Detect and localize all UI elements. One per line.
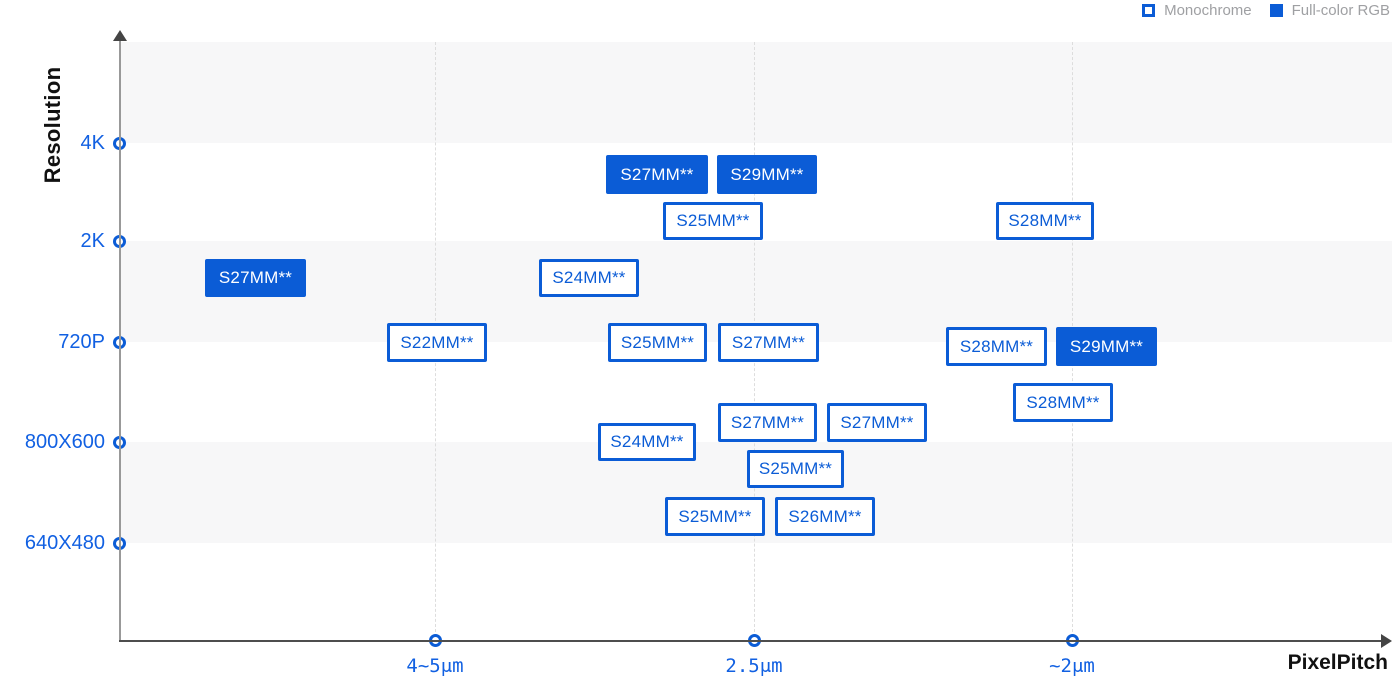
product-box: S25MM** — [747, 450, 844, 488]
x-tick-label: ~2μm — [1049, 655, 1095, 677]
product-box: S24MM** — [539, 259, 639, 297]
product-box: S29MM** — [1056, 327, 1157, 366]
y-axis-title: Resolution — [40, 66, 65, 184]
row-band — [121, 42, 1392, 143]
product-box: S27MM** — [718, 323, 819, 362]
product-box: S25MM** — [663, 202, 763, 240]
x-axis-line — [119, 640, 1385, 642]
legend-label-full-color: Full-color RGB — [1291, 2, 1390, 19]
monochrome-swatch-icon — [1142, 4, 1156, 17]
product-box: S29MM** — [717, 155, 817, 194]
full-color-swatch-icon — [1269, 4, 1283, 17]
product-box: S27MM** — [827, 403, 927, 442]
x-axis-title: PixelPitch — [1287, 651, 1388, 674]
y-tick-label: 2K — [80, 230, 105, 252]
legend-item-monochrome: Monochrome — [1142, 2, 1252, 19]
x-axis-arrow-icon — [1381, 634, 1392, 648]
product-box: S26MM** — [775, 497, 875, 536]
legend-item-full-color: Full-color RGB — [1269, 2, 1390, 19]
y-tick-label: 800X600 — [24, 431, 105, 453]
product-box: S22MM** — [387, 323, 487, 362]
product-box: S24MM** — [598, 423, 696, 461]
product-box: S28MM** — [946, 327, 1047, 366]
y-axis-line — [119, 38, 121, 642]
y-tick-label: 640X480 — [24, 532, 105, 554]
x-tick-label: 2.5μm — [725, 655, 783, 677]
legend-label-monochrome: Monochrome — [1164, 2, 1252, 19]
y-tick-label: 720P — [58, 331, 105, 353]
product-box: S27MM** — [718, 403, 817, 442]
y-tick-label: 4K — [80, 132, 105, 154]
x-tick-label: 4~5μm — [406, 655, 464, 677]
product-box: S27MM** — [606, 155, 708, 194]
product-box: S25MM** — [665, 497, 765, 536]
product-box: S27MM** — [205, 259, 306, 297]
legend: Monochrome Full-color RGB — [1142, 2, 1390, 19]
y-axis-arrow-icon — [113, 30, 127, 41]
product-box: S28MM** — [996, 202, 1094, 240]
product-box: S28MM** — [1013, 383, 1113, 422]
product-box: S25MM** — [608, 323, 707, 362]
